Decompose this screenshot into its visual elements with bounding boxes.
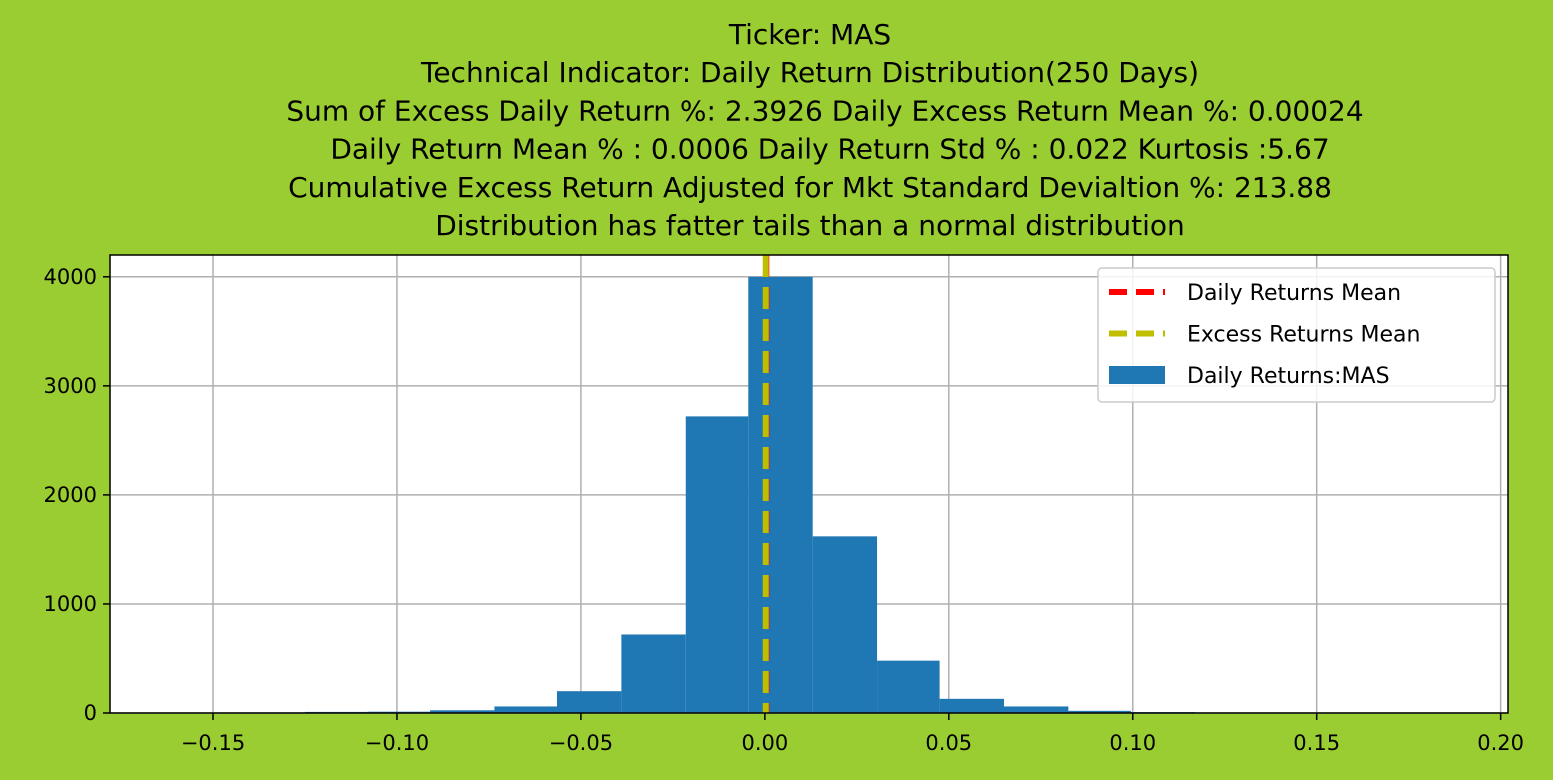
title-line-2: Technical Indicator: Daily Return Distri… bbox=[420, 56, 1199, 89]
histogram-bar bbox=[494, 706, 557, 713]
plot-frame bbox=[109, 254, 1509, 714]
title-line-6: Distribution has fatter tails than a nor… bbox=[435, 209, 1185, 242]
title-line-5: Cumulative Excess Return Adjusted for Mk… bbox=[288, 171, 1332, 204]
histogram-bar bbox=[1068, 710, 1131, 713]
histogram-bar bbox=[430, 710, 495, 713]
title-line-4: Daily Return Mean % : 0.0006 Daily Retur… bbox=[330, 133, 1329, 166]
legend-swatch-bar bbox=[1109, 366, 1165, 384]
y-tick-label: 0 bbox=[84, 701, 97, 725]
histogram-bar bbox=[685, 416, 749, 713]
histogram-bar bbox=[556, 691, 622, 713]
x-tick-label: 0.20 bbox=[1477, 731, 1524, 755]
x-tick-label: 0.10 bbox=[1109, 731, 1156, 755]
legend-box bbox=[1097, 267, 1496, 403]
title-line-3: Sum of Excess Daily Return %: 2.3926 Dai… bbox=[286, 94, 1363, 127]
histogram-bar bbox=[748, 276, 813, 713]
x-axis: −0.15 −0.10 −0.05 0.00 0.05 0.10 0.15 0.20 bbox=[181, 713, 1524, 755]
x-tick-label: −0.05 bbox=[549, 731, 613, 755]
title-line-1: Ticker: MAS bbox=[728, 18, 891, 51]
x-tick-label: −0.15 bbox=[181, 731, 245, 755]
y-tick-label: 2000 bbox=[44, 483, 97, 507]
y-tick-label: 4000 bbox=[44, 265, 97, 289]
histogram-bar bbox=[939, 698, 1004, 713]
histogram-bar bbox=[877, 660, 940, 713]
mean-lines bbox=[762, 255, 770, 713]
x-tick-label: 0.05 bbox=[925, 731, 972, 755]
legend-entry-label: Daily Returns Mean bbox=[1187, 281, 1401, 306]
histogram-bar bbox=[1003, 706, 1069, 713]
y-tick-label: 3000 bbox=[44, 374, 97, 398]
y-tick-label: 1000 bbox=[44, 592, 97, 616]
histogram-bars bbox=[176, 276, 1260, 713]
histogram-bar bbox=[621, 634, 686, 713]
x-tick-label: 0.00 bbox=[741, 731, 788, 755]
legend-entry-label: Daily Returns:MAS bbox=[1187, 364, 1390, 389]
y-axis: 0 1000 2000 3000 4000 bbox=[44, 265, 110, 725]
x-tick-label: −0.10 bbox=[365, 731, 429, 755]
x-tick-label: 0.15 bbox=[1293, 731, 1340, 755]
chart-title: Ticker: MAS Technical Indicator: Daily Re… bbox=[286, 18, 1363, 242]
histogram-bar bbox=[812, 536, 878, 713]
legend: Daily Returns Mean Excess Returns Mean Dai… bbox=[1097, 267, 1496, 403]
legend-entry-label: Excess Returns Mean bbox=[1187, 323, 1420, 348]
